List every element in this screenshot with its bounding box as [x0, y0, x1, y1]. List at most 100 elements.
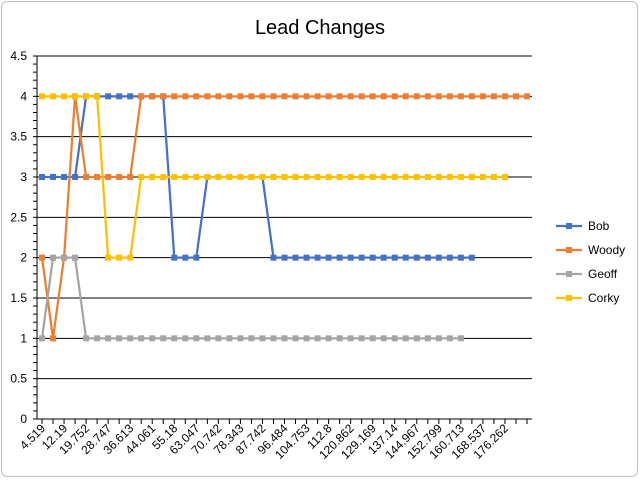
data-point	[50, 93, 57, 100]
data-point	[336, 254, 343, 261]
data-point	[468, 254, 475, 261]
data-point	[72, 254, 79, 261]
data-point	[259, 93, 266, 100]
x-axis: 4.51912.1919.75228.74736.61344.06155.186…	[17, 419, 528, 462]
data-point	[182, 335, 189, 342]
data-point	[391, 335, 398, 342]
data-point	[138, 93, 145, 100]
data-point	[83, 335, 90, 342]
data-point	[479, 174, 486, 180]
data-point	[325, 93, 332, 100]
data-point	[215, 174, 222, 180]
legend-item-corky: Corky	[556, 291, 619, 305]
data-point	[347, 174, 354, 180]
data-point	[171, 174, 178, 180]
data-point	[336, 93, 343, 100]
data-point	[501, 93, 508, 100]
data-point	[50, 174, 57, 180]
legend-label: Geoff	[588, 267, 618, 281]
data-point	[303, 335, 310, 342]
data-point	[193, 174, 200, 180]
data-point	[303, 174, 310, 180]
data-point	[446, 254, 453, 261]
data-point	[72, 174, 79, 180]
data-point	[61, 174, 68, 180]
legend-item-woody: Woody	[556, 243, 625, 257]
legend-label: Bob	[588, 219, 610, 233]
data-point	[446, 335, 453, 342]
data-point	[292, 93, 299, 100]
data-point	[424, 335, 431, 342]
data-point	[424, 93, 431, 100]
data-point	[325, 254, 332, 261]
data-point	[402, 93, 409, 100]
data-point	[39, 335, 45, 342]
data-point	[226, 335, 233, 342]
y-tick-label: 1.5	[10, 291, 27, 305]
data-point	[435, 254, 442, 261]
data-point	[479, 93, 486, 100]
data-point	[457, 174, 464, 180]
data-point	[358, 335, 365, 342]
data-point	[358, 93, 365, 100]
data-point	[524, 93, 530, 100]
legend-marker	[566, 223, 572, 229]
data-point	[50, 254, 57, 261]
data-point	[226, 93, 233, 100]
data-point	[457, 335, 464, 342]
data-point	[380, 254, 387, 261]
data-point	[413, 335, 420, 342]
data-point	[314, 174, 321, 180]
data-point	[380, 335, 387, 342]
legend-item-geoff: Geoff	[556, 267, 618, 281]
series-corky	[39, 93, 508, 261]
data-point	[391, 254, 398, 261]
data-point	[281, 93, 288, 100]
series-group	[39, 93, 530, 342]
legend-marker	[566, 247, 572, 253]
data-point	[39, 254, 45, 261]
data-point	[94, 93, 101, 100]
data-point	[204, 93, 211, 100]
data-point	[160, 93, 167, 100]
series-geoff	[39, 254, 464, 342]
data-point	[204, 335, 211, 342]
data-point	[424, 254, 431, 261]
data-point	[325, 174, 332, 180]
data-point	[292, 174, 299, 180]
data-point	[270, 174, 277, 180]
y-tick-label: 3	[20, 170, 27, 184]
data-point	[281, 335, 288, 342]
data-point	[127, 254, 134, 261]
data-point	[369, 93, 376, 100]
data-point	[39, 174, 45, 180]
y-tick-label: 3.5	[10, 130, 27, 144]
data-point	[259, 335, 266, 342]
data-point	[105, 254, 112, 261]
data-point	[182, 93, 189, 100]
data-point	[171, 93, 178, 100]
data-point	[138, 174, 145, 180]
data-point	[237, 93, 244, 100]
y-tick-label: 4.5	[10, 49, 27, 63]
data-point	[413, 93, 420, 100]
data-point	[424, 174, 431, 180]
data-point	[336, 174, 343, 180]
data-point	[105, 335, 112, 342]
data-point	[160, 174, 167, 180]
data-point	[281, 254, 288, 261]
data-point	[237, 335, 244, 342]
data-point	[270, 93, 277, 100]
data-point	[182, 174, 189, 180]
legend: Bob Woody Geoff Corky	[556, 219, 625, 305]
data-point	[468, 93, 475, 100]
data-point	[402, 254, 409, 261]
gridlines	[37, 55, 532, 420]
data-point	[72, 93, 79, 100]
data-point	[457, 254, 464, 261]
data-point	[457, 93, 464, 100]
data-point	[259, 174, 266, 180]
data-point	[358, 174, 365, 180]
y-tick-label: 2.5	[10, 210, 27, 224]
legend-label: Corky	[588, 291, 619, 305]
